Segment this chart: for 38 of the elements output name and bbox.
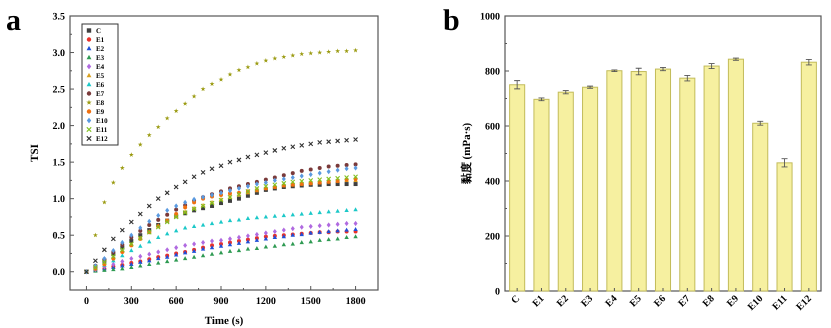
x-tick-label: E1 — [530, 293, 547, 310]
x-tick-label: C — [509, 293, 522, 306]
y-tick-label: 1.5 — [52, 158, 65, 169]
x-tick-label: 0 — [84, 296, 89, 307]
y-axis-title: 黏度 (mPa·s) — [460, 122, 473, 186]
x-tick-label: 1500 — [300, 296, 321, 307]
y-tick-label: 0.5 — [52, 230, 65, 242]
y-tick-label: 3.5 — [52, 12, 65, 22]
y-tick-label: 2.5 — [52, 84, 65, 96]
x-tick-label: E6 — [652, 293, 668, 310]
x-tick-label: 300 — [124, 296, 139, 307]
x-tick-label: E11 — [770, 293, 790, 313]
x-tick-label: E7 — [676, 293, 692, 310]
y-tick-label: 200 — [485, 232, 500, 242]
chart-title: b — [443, 4, 460, 37]
x-tick-label: E5 — [628, 293, 644, 310]
y-tick-label: 400 — [485, 176, 500, 188]
y-tick-label: 600 — [485, 122, 500, 132]
x-tick-label: 1800 — [346, 296, 366, 307]
x-tick-label: E10 — [746, 293, 766, 313]
y-tick-label: 800 — [485, 66, 500, 78]
y-tick-label: 1000 — [480, 12, 500, 22]
x-tick-label: 900 — [214, 296, 229, 307]
x-axis-title: Time (s) — [204, 315, 244, 327]
x-tick-label: E8 — [700, 293, 717, 310]
x-tick-label: 600 — [168, 296, 184, 307]
chart-title: a — [6, 4, 21, 37]
x-tick-label: E9 — [725, 293, 742, 310]
y-axis-title: TSI — [29, 144, 41, 162]
y-tick-label: 0.0 — [52, 267, 65, 278]
x-tick-label: E4 — [603, 293, 620, 310]
x-tick-label: E2 — [554, 293, 571, 310]
x-tick-label: E12 — [794, 293, 814, 313]
y-tick-label: 1.0 — [52, 194, 65, 206]
y-tick-label: 2.0 — [52, 121, 65, 132]
x-tick-label: 1200 — [256, 296, 276, 307]
y-tick-label: 3.0 — [52, 48, 65, 60]
x-tick-label: E3 — [579, 293, 596, 310]
